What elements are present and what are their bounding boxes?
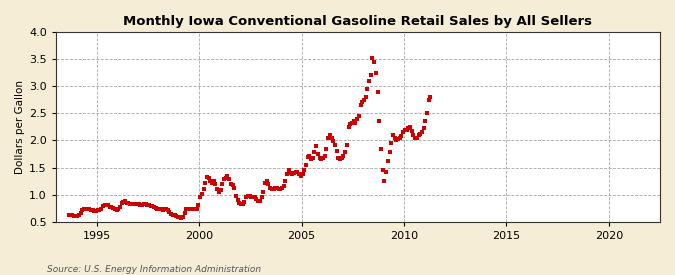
Y-axis label: Dollars per Gallon: Dollars per Gallon xyxy=(15,80,25,174)
Title: Monthly Iowa Conventional Gasoline Retail Sales by All Sellers: Monthly Iowa Conventional Gasoline Retai… xyxy=(124,15,593,28)
Text: Source: U.S. Energy Information Administration: Source: U.S. Energy Information Administ… xyxy=(47,265,261,274)
